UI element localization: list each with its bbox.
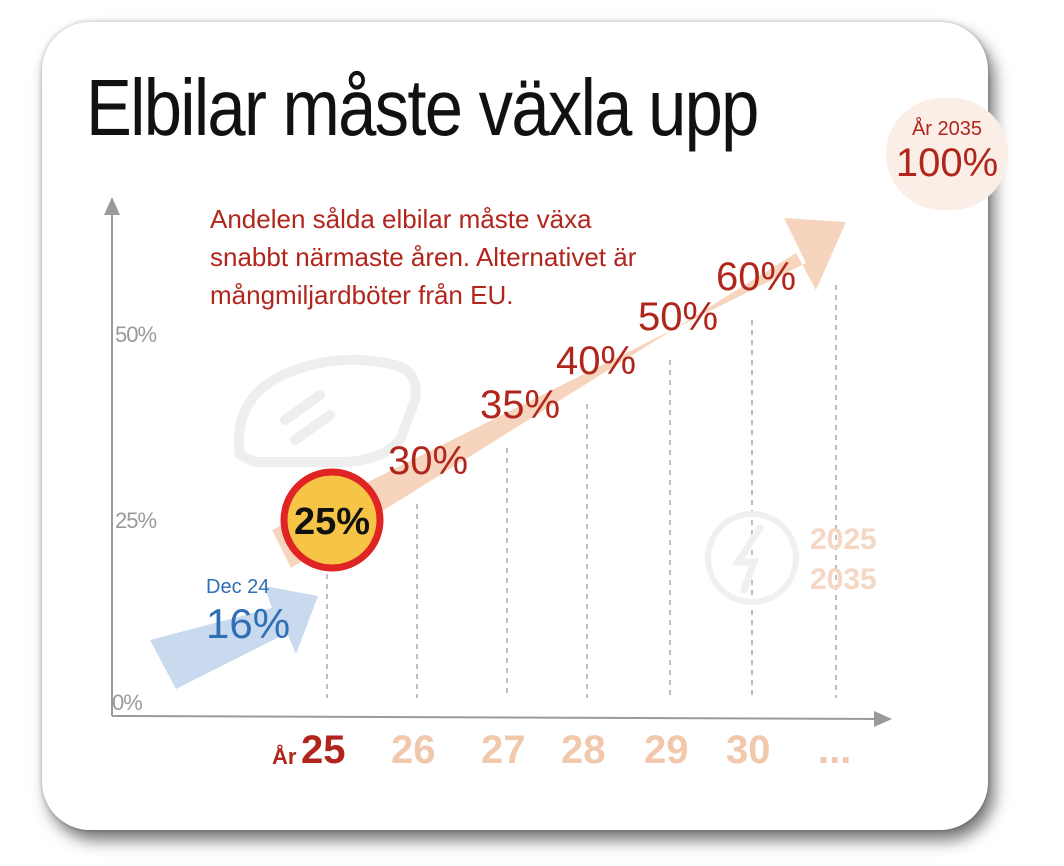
value-label-26: 30% bbox=[388, 439, 468, 483]
value-label-25: 25% bbox=[294, 501, 370, 543]
trend-arrow bbox=[272, 218, 846, 568]
current-label: Dec 24 bbox=[206, 576, 270, 598]
y-tick-25: 25% bbox=[115, 508, 157, 533]
x-tick-29: 29 bbox=[644, 728, 689, 772]
value-label-27: 35% bbox=[480, 383, 560, 427]
watermark-line1: 2025 bbox=[810, 523, 877, 556]
target-value-label: 100% bbox=[895, 141, 999, 185]
x-tick-more: ... bbox=[818, 728, 852, 772]
current-value: Dec 24 16% bbox=[206, 576, 290, 645]
value-label-30: 60% bbox=[716, 255, 796, 299]
gridlines bbox=[326, 285, 837, 698]
y-tick-0: 0% bbox=[112, 690, 143, 715]
x-prefix: År bbox=[272, 744, 297, 769]
current-value-label: 16% bbox=[206, 600, 291, 647]
subtitle: Andelen sålda elbilar måste växa snabbt … bbox=[210, 204, 637, 310]
x-tick-27: 27 bbox=[481, 728, 526, 772]
watermark-years: 2025 2035 bbox=[810, 520, 877, 600]
blue-arrow bbox=[150, 586, 318, 689]
x-tick-25: 25 bbox=[301, 728, 346, 772]
x-tick-26: 26 bbox=[391, 728, 436, 772]
y-tick-50: 50% bbox=[115, 322, 157, 347]
x-tick-30: 30 bbox=[726, 728, 771, 772]
highlight-circle bbox=[280, 468, 384, 572]
value-label-28: 40% bbox=[556, 339, 636, 383]
target-year-label: År 2035 bbox=[911, 118, 983, 140]
x-axis bbox=[111, 710, 892, 727]
lightning-plug-icon bbox=[705, 511, 799, 605]
car-plug-icon bbox=[234, 354, 421, 467]
value-labels: 25% 30% 35%40%50%60% bbox=[280, 255, 796, 572]
x-tick-28: 28 bbox=[561, 728, 606, 772]
watermark-line2: 2035 bbox=[810, 563, 877, 596]
page-title: Elbilar måste växla upp bbox=[86, 63, 759, 152]
target-badge: År 2035 100% bbox=[886, 98, 1008, 210]
value-label-29: 50% bbox=[638, 295, 718, 339]
